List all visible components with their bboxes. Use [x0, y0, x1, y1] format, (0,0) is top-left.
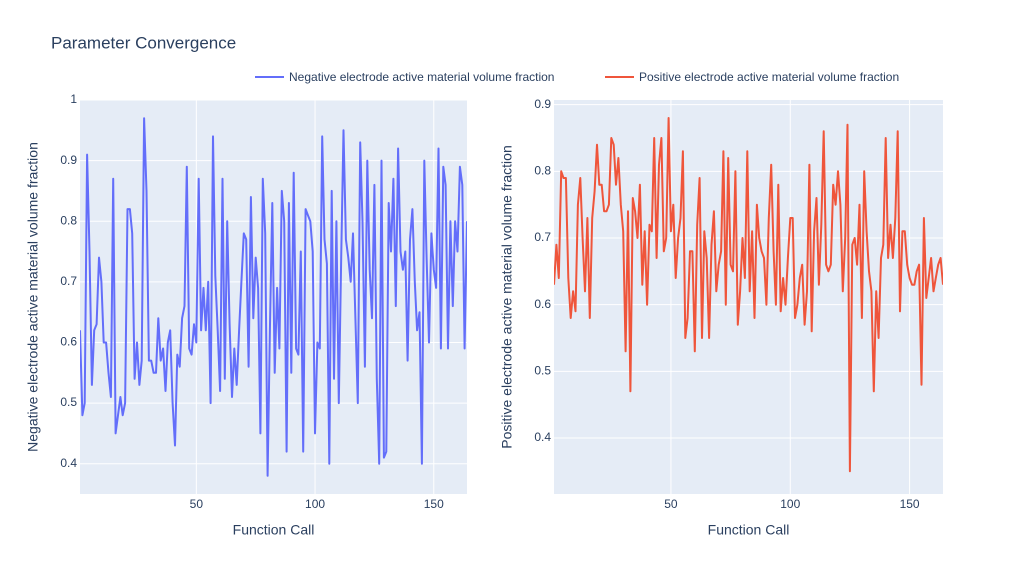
- y-tick-label: 0.5: [60, 395, 77, 409]
- x-axis-title: Function Call: [233, 522, 315, 538]
- y-tick-label: 0.8: [60, 213, 77, 227]
- x-axis-title: Function Call: [708, 522, 790, 538]
- y-tick-label: 0.6: [60, 335, 77, 349]
- chart-title: Parameter Convergence: [51, 33, 236, 52]
- y-tick-label: 0.8: [534, 164, 551, 178]
- y-tick-label: 0.4: [60, 456, 77, 470]
- legend-label[interactable]: Negative electrode active material volum…: [289, 70, 554, 84]
- x-tick-label: 100: [305, 497, 325, 511]
- x-tick-label: 150: [424, 497, 444, 511]
- legend-label[interactable]: Positive electrode active material volum…: [639, 70, 899, 84]
- y-tick-label: 0.4: [534, 430, 551, 444]
- data-line: [554, 117, 943, 473]
- y-tick-label: 0.9: [534, 97, 551, 111]
- x-tick-label: 100: [780, 497, 800, 511]
- y-tick-label: 1: [70, 92, 77, 106]
- y-tick-label: 0.6: [534, 297, 551, 311]
- data-line: [80, 117, 467, 477]
- y-axis-title: Positive electrode active material volum…: [499, 145, 515, 448]
- y-tick-label: 0.7: [60, 274, 77, 288]
- y-tick-label: 0.7: [534, 230, 551, 244]
- x-tick-label: 50: [190, 497, 204, 511]
- y-axis-title: Negative electrode active material volum…: [25, 142, 41, 452]
- x-tick-label: 150: [900, 497, 920, 511]
- y-tick-label: 0.5: [534, 364, 551, 378]
- y-tick-label: 0.9: [60, 153, 77, 167]
- x-tick-label: 50: [664, 497, 678, 511]
